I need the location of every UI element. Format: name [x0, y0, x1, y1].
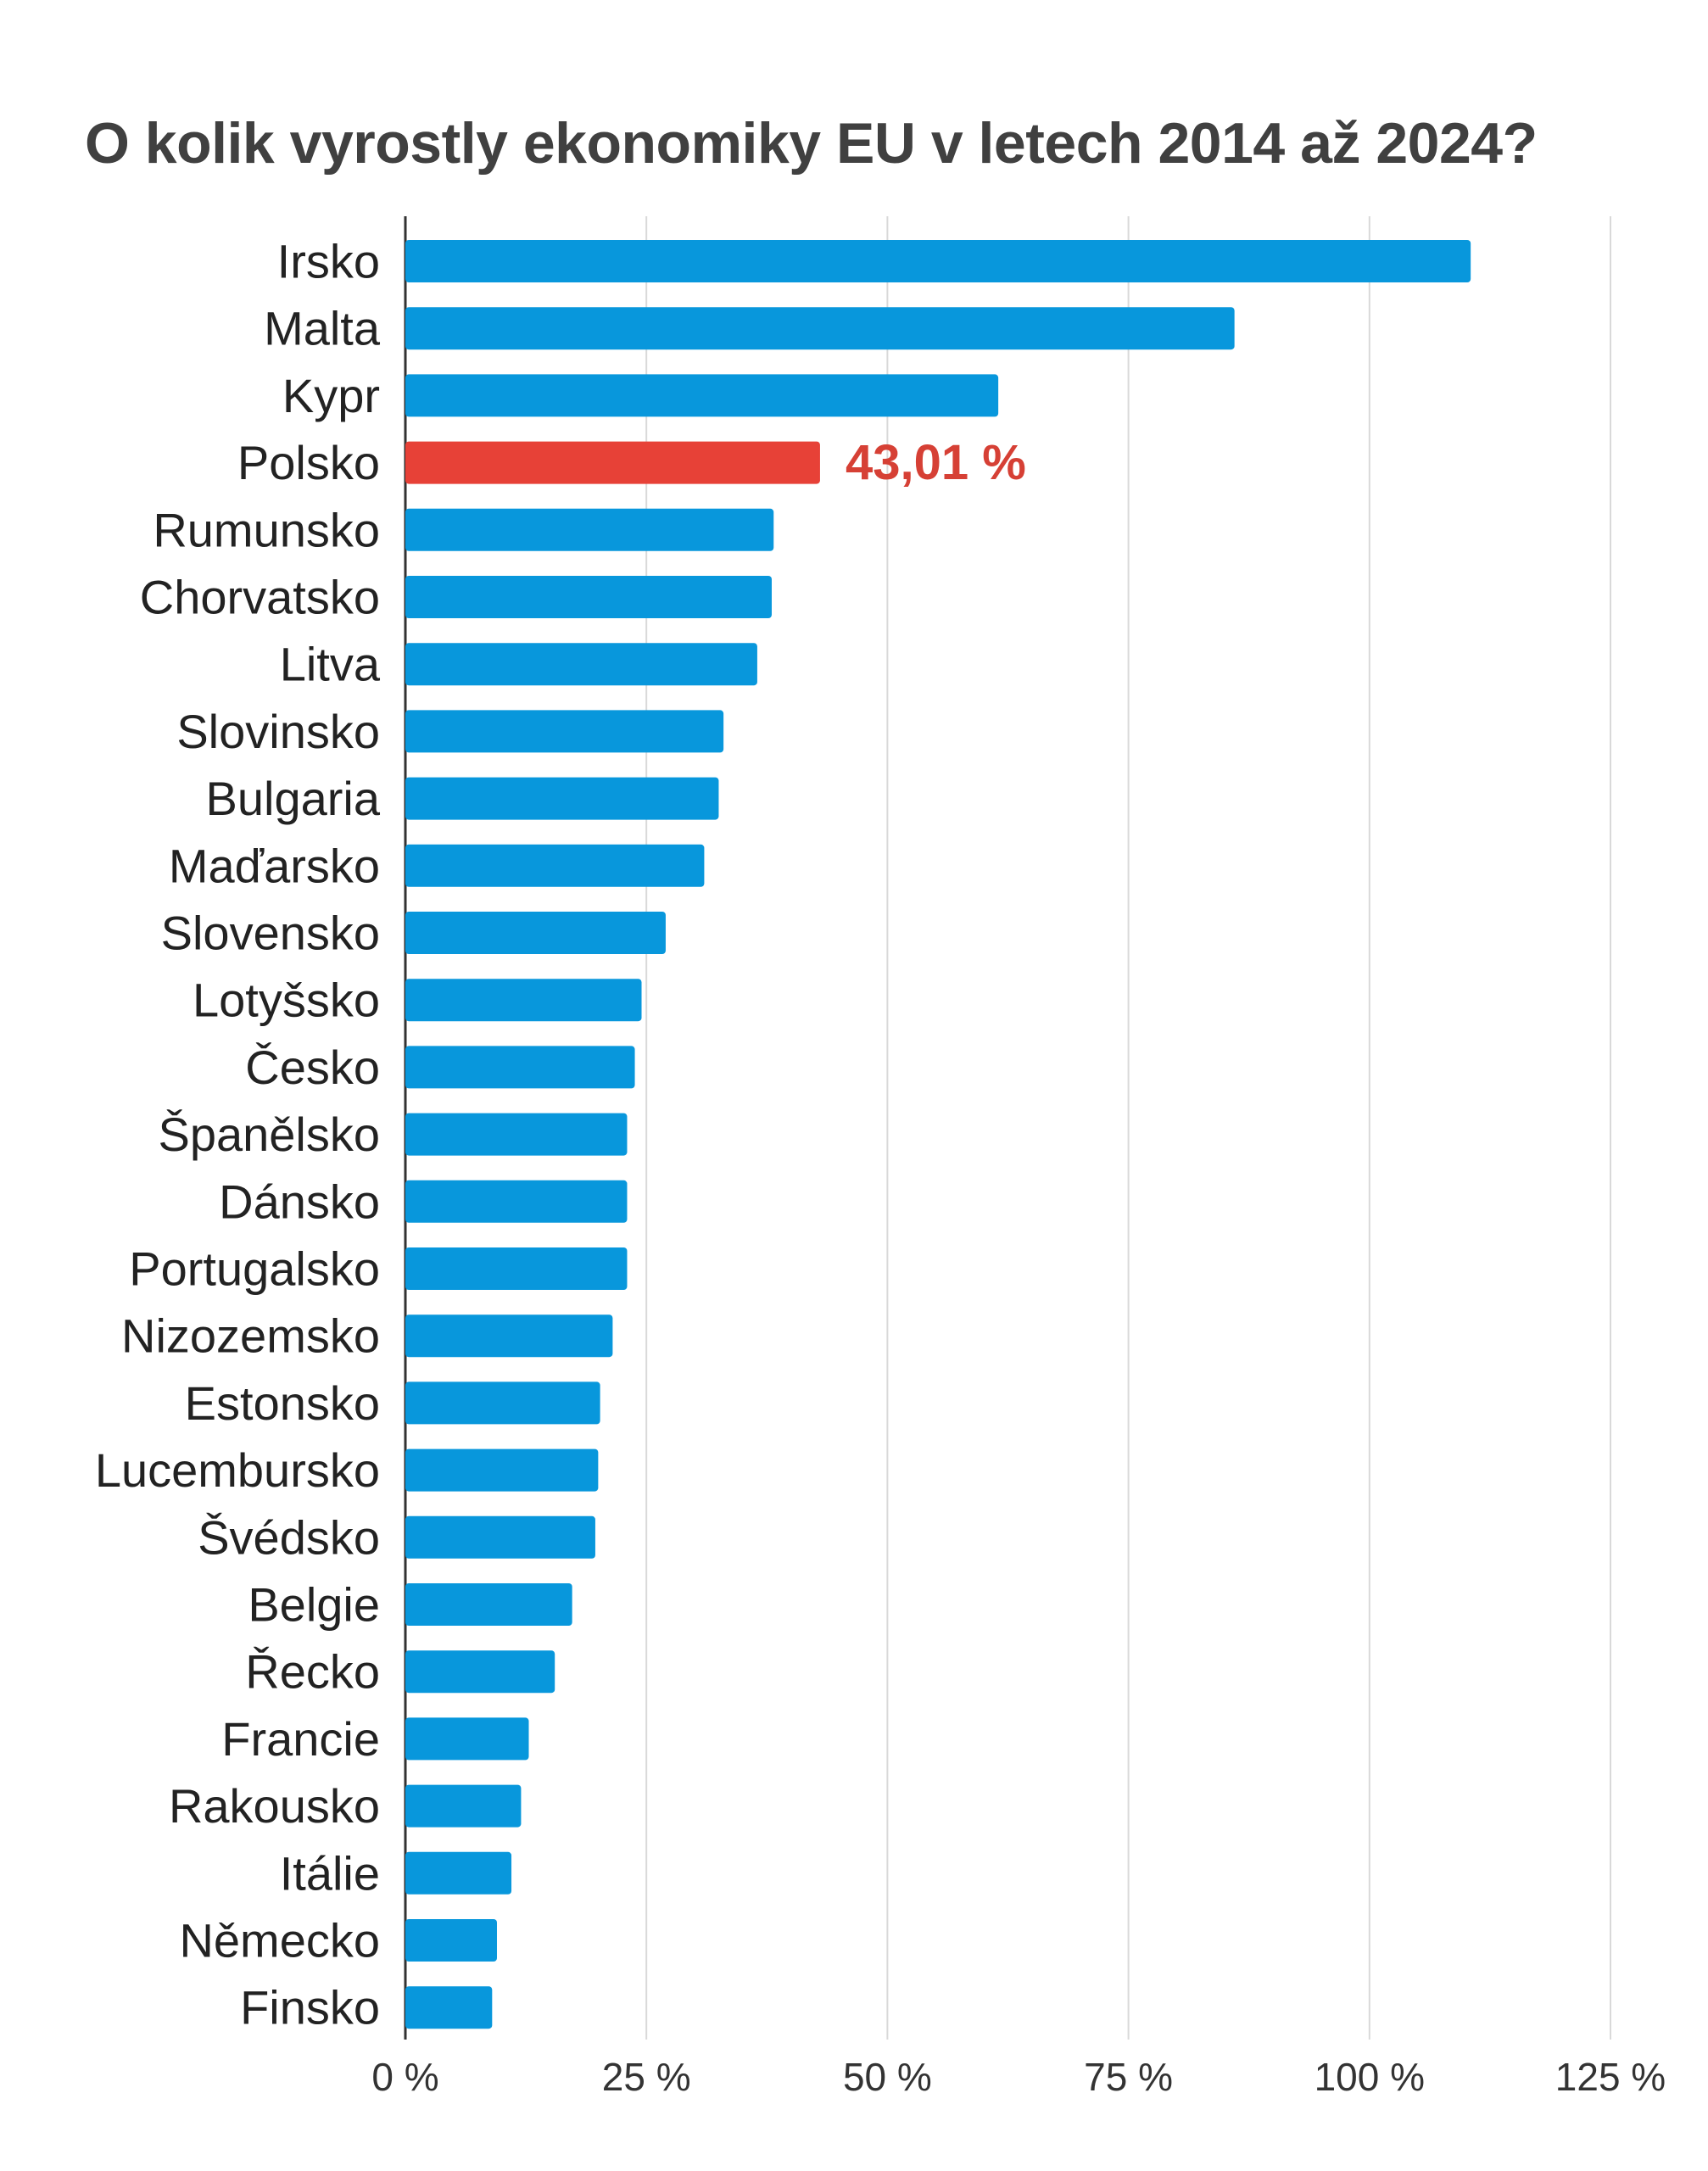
bar-21 — [405, 1650, 555, 1694]
bar-14 — [405, 1180, 628, 1223]
bar-6 — [405, 643, 757, 686]
category-label-0: Irsko — [277, 235, 380, 288]
bar-5 — [405, 576, 772, 618]
category-label-23: Rakousko — [169, 1779, 380, 1833]
category-label-1: Malta — [264, 302, 381, 355]
x-tick-label-100: 100 % — [1314, 2055, 1425, 2099]
category-label-26: Finsko — [240, 1981, 380, 2034]
bar-15 — [405, 1247, 628, 1290]
bar-7 — [405, 710, 724, 753]
bar-17 — [405, 1381, 600, 1425]
bar-25 — [405, 1919, 497, 1962]
category-label-8: Bulgaria — [206, 772, 381, 825]
bar-13 — [405, 1113, 628, 1156]
category-label-15: Portugalsko — [129, 1242, 380, 1296]
category-label-20: Belgie — [248, 1578, 380, 1632]
bar-8 — [405, 777, 719, 820]
category-label-12: Česko — [245, 1041, 380, 1094]
category-label-10: Slovensko — [161, 907, 380, 960]
bar-2 — [405, 374, 999, 417]
category-label-2: Kypr — [282, 369, 380, 422]
x-tick-label-125: 125 % — [1555, 2055, 1666, 2099]
category-label-16: Nizozemsko — [121, 1309, 380, 1363]
category-label-11: Lotyšsko — [193, 974, 380, 1027]
x-axis-tick-labels: 0 % 25 % 50 % 75 % 100 % 125 % — [371, 2055, 1666, 2099]
category-label-25: Německo — [179, 1914, 380, 1967]
category-label-7: Slovinsko — [176, 705, 380, 758]
bar-22 — [405, 1717, 529, 1761]
category-label-5: Chorvatsko — [140, 571, 380, 624]
category-labels: Irsko Malta Kypr Polsko Rumunsko Chorvatsko Li… — [95, 235, 381, 2034]
category-label-24: Itálie — [280, 1846, 380, 1900]
category-label-9: Maďarsko — [169, 839, 380, 892]
bar-24 — [405, 1851, 512, 1895]
bar-12 — [405, 1046, 635, 1089]
category-label-3: Polsko — [237, 436, 380, 489]
category-label-6: Litva — [280, 638, 381, 691]
category-label-4: Rumunsko — [153, 503, 380, 556]
bar-11 — [405, 979, 642, 1022]
bar-9 — [405, 844, 705, 887]
bar-23 — [405, 1784, 522, 1828]
bar-0 — [405, 240, 1471, 282]
category-label-17: Estonsko — [185, 1376, 380, 1430]
bar-4 — [405, 508, 774, 551]
bars — [405, 240, 1471, 2029]
category-label-13: Španělsko — [158, 1108, 380, 1161]
category-label-22: Francie — [221, 1712, 380, 1766]
category-label-21: Řecko — [245, 1645, 380, 1699]
data-labels: 43,01 % — [846, 435, 1026, 490]
bar-20 — [405, 1583, 572, 1626]
bar-26 — [405, 1986, 493, 2029]
category-label-18: Lucembursko — [95, 1443, 380, 1497]
data-label-3: 43,01 % — [846, 435, 1026, 490]
x-tick-label-0: 0 % — [371, 2055, 438, 2099]
bar-1 — [405, 307, 1235, 350]
bar-18 — [405, 1448, 599, 1492]
bar-3 — [405, 441, 820, 484]
x-tick-label-50: 50 % — [843, 2055, 932, 2099]
category-label-19: Švédsko — [198, 1510, 380, 1564]
bar-19 — [405, 1515, 595, 1559]
chart-title: O kolik vyrostly ekonomiky EU v letech 2… — [85, 111, 1538, 176]
bar-10 — [405, 912, 666, 954]
x-tick-label-25: 25 % — [602, 2055, 691, 2099]
category-label-14: Dánsko — [219, 1175, 380, 1228]
bar-16 — [405, 1314, 613, 1358]
x-tick-label-75: 75 % — [1084, 2055, 1173, 2099]
